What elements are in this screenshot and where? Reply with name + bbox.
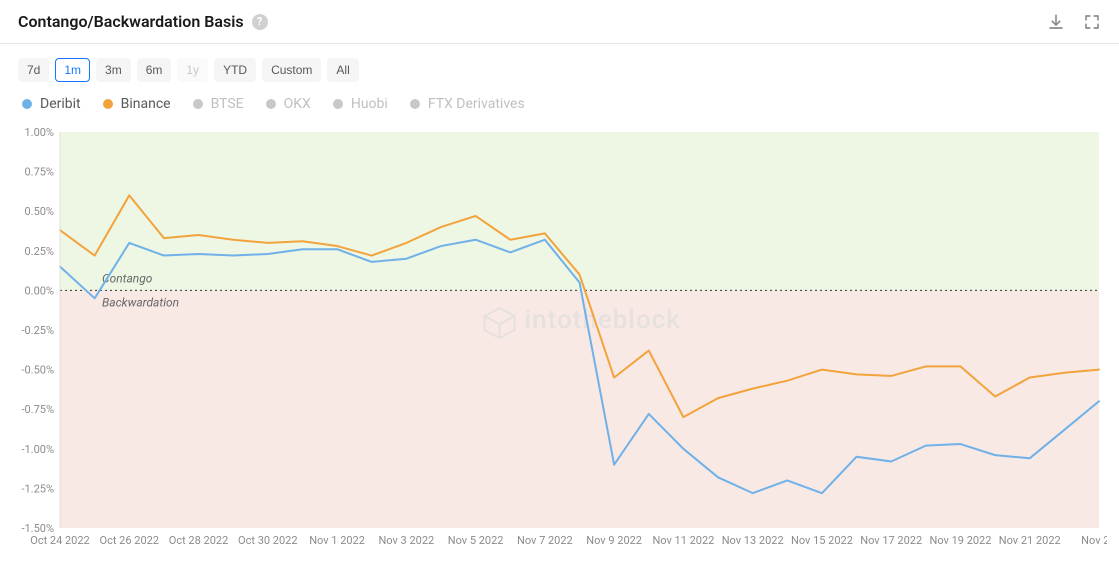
help-icon[interactable]: ? (252, 14, 268, 30)
legend-dot-icon (333, 99, 343, 109)
legend-label: Deribit (40, 96, 81, 112)
legend-item-deribit[interactable]: Deribit (22, 96, 81, 112)
svg-text:0.75%: 0.75% (24, 166, 54, 179)
svg-text:Nov 13 2022: Nov 13 2022 (722, 534, 784, 547)
svg-text:Nov 2…: Nov 2… (1081, 534, 1107, 547)
svg-text:Nov 19 2022: Nov 19 2022 (930, 534, 992, 547)
range-3m[interactable]: 3m (96, 58, 131, 82)
svg-text:Nov 7 2022: Nov 7 2022 (517, 534, 573, 547)
range-6m[interactable]: 6m (137, 58, 172, 82)
svg-text:Nov 15 2022: Nov 15 2022 (791, 534, 853, 547)
legend-item-binance[interactable]: Binance (103, 96, 171, 112)
svg-text:Nov 3 2022: Nov 3 2022 (378, 534, 434, 547)
svg-text:Oct 24 2022: Oct 24 2022 (30, 534, 89, 547)
header-bar: Contango/Backwardation Basis ? (0, 0, 1119, 44)
svg-text:Oct 28 2022: Oct 28 2022 (169, 534, 228, 547)
legend-label: BTSE (211, 96, 244, 112)
svg-text:-1.25%: -1.25% (21, 482, 54, 495)
legend-dot-icon (193, 99, 203, 109)
svg-text:Nov 21 2022: Nov 21 2022 (999, 534, 1061, 547)
legend-item-btse[interactable]: BTSE (193, 96, 244, 112)
svg-text:Oct 26 2022: Oct 26 2022 (100, 534, 159, 547)
legend-dot-icon (103, 99, 113, 109)
range-custom[interactable]: Custom (262, 58, 321, 82)
basis-chart: -1.50%-1.25%-1.00%-0.75%-0.50%-0.25%0.00… (12, 124, 1107, 554)
svg-text:intotheblock: intotheblock (525, 305, 681, 335)
svg-text:-1.00%: -1.00% (21, 443, 54, 456)
range-7d[interactable]: 7d (18, 58, 49, 82)
header-actions (1047, 13, 1101, 31)
range-selector: 7d1m3m6m1yYTDCustomAll (18, 58, 1101, 82)
download-icon[interactable] (1047, 13, 1065, 31)
contango-zone (60, 132, 1099, 290)
svg-text:Nov 5 2022: Nov 5 2022 (448, 534, 504, 547)
svg-text:Nov 11 2022: Nov 11 2022 (652, 534, 714, 547)
chart-wrap: -1.50%-1.25%-1.00%-0.75%-0.50%-0.25%0.00… (0, 120, 1119, 562)
svg-text:Oct 30 2022: Oct 30 2022 (238, 534, 297, 547)
svg-text:-0.25%: -0.25% (21, 324, 54, 337)
controls: 7d1m3m6m1yYTDCustomAll Deribit Binance BTS… (0, 44, 1119, 112)
legend: Deribit Binance BTSE OKX Huobi FTX Derivative… (22, 96, 1101, 112)
svg-text:-0.50%: -0.50% (21, 364, 54, 377)
legend-label: Huobi (351, 96, 388, 112)
svg-text:0.00%: 0.00% (24, 284, 54, 297)
legend-label: Binance (121, 96, 171, 112)
svg-text:0.25%: 0.25% (24, 245, 54, 258)
page-title: Contango/Backwardation Basis (18, 12, 244, 31)
svg-text:0.50%: 0.50% (24, 205, 54, 218)
range-all[interactable]: All (327, 58, 358, 82)
legend-dot-icon (410, 99, 420, 109)
range-ytd[interactable]: YTD (214, 58, 256, 82)
fullscreen-icon[interactable] (1083, 13, 1101, 31)
legend-label: OKX (284, 96, 311, 112)
range-1m[interactable]: 1m (55, 58, 90, 82)
legend-dot-icon (22, 99, 32, 109)
legend-label: FTX Derivatives (428, 96, 525, 112)
svg-text:-0.75%: -0.75% (21, 403, 54, 416)
svg-text:Nov 17 2022: Nov 17 2022 (860, 534, 922, 547)
legend-item-huobi[interactable]: Huobi (333, 96, 388, 112)
svg-text:1.00%: 1.00% (24, 126, 54, 139)
range-1y: 1y (177, 58, 208, 82)
legend-item-ftx-derivatives[interactable]: FTX Derivatives (410, 96, 525, 112)
legend-dot-icon (266, 99, 276, 109)
title-wrap: Contango/Backwardation Basis ? (18, 12, 268, 31)
legend-item-okx[interactable]: OKX (266, 96, 311, 112)
svg-text:Nov 1 2022: Nov 1 2022 (309, 534, 365, 547)
backwardation-label: Backwardation (102, 295, 179, 309)
svg-text:Nov 9 2022: Nov 9 2022 (586, 534, 642, 547)
